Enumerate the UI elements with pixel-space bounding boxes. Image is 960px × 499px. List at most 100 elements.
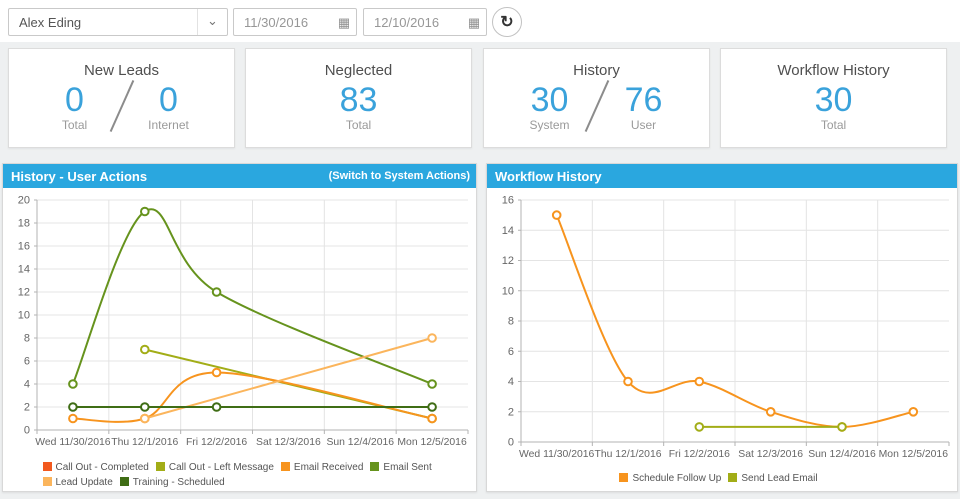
calendar-icon[interactable]: ▦ (337, 14, 351, 30)
legend-label: Send Lead Email (741, 473, 818, 484)
svg-text:14: 14 (502, 225, 514, 237)
stat-number: 0 (65, 81, 84, 119)
legend-swatch-icon (119, 477, 129, 486)
legend-label: Email Sent (383, 462, 432, 473)
legend-swatch-icon (155, 462, 165, 471)
stat-label: Total (61, 118, 88, 132)
stat-label: Internet (148, 118, 189, 132)
calendar-icon[interactable]: ▦ (467, 14, 481, 30)
stat-label: Total (345, 118, 372, 132)
svg-text:20: 20 (18, 195, 30, 207)
svg-text:Fri 12/2/2016: Fri 12/2/2016 (186, 437, 247, 448)
stat-number: 30 (814, 81, 853, 119)
legend-item[interactable]: Email Received (280, 460, 364, 475)
start-date-input[interactable] (234, 13, 332, 31)
svg-text:Sun 12/4/2016: Sun 12/4/2016 (326, 437, 394, 448)
svg-text:10: 10 (502, 285, 514, 297)
card-title: New Leads (83, 62, 160, 79)
panel-header: History - User Actions (Switch to System… (3, 164, 476, 188)
svg-text:18: 18 (18, 218, 30, 230)
svg-text:Thu 12/1/2016: Thu 12/1/2016 (594, 449, 661, 460)
legend-swatch-icon (42, 477, 52, 486)
stat-number: 76 (624, 81, 663, 119)
stat-number: 30 (530, 81, 569, 119)
legend-swatch-icon (619, 473, 629, 482)
user-actions-chart: 0 2 4 6 8 10 12 14 16 18 20 Wed 11/30/2016 Thu 12/1/… (18, 195, 469, 448)
svg-text:Fri 12/2/2016: Fri 12/2/2016 (669, 449, 730, 460)
legend-item[interactable]: Schedule Follow Up (619, 471, 721, 486)
start-date-field: ▦ (233, 8, 357, 36)
stat-number: 83 (339, 81, 378, 119)
panel-title: History - User Actions (11, 168, 148, 184)
card-workflow-history: Workflow History 30 Total (720, 48, 947, 148)
svg-text:6: 6 (24, 356, 30, 368)
slash-divider (584, 80, 609, 132)
svg-text:12: 12 (18, 287, 30, 299)
legend-item[interactable]: Call Out - Left Message (155, 460, 274, 475)
legend-item[interactable]: Call Out - Completed (42, 460, 149, 475)
user-select-value: Alex Eding (19, 14, 82, 30)
card-new-leads: New Leads 0 Total 0 Internet (8, 48, 235, 148)
svg-text:6: 6 (508, 346, 514, 358)
toolbar: Alex Eding ⌄ ▦ ▦ ↻ (0, 0, 960, 42)
refresh-icon: ↻ (500, 14, 514, 31)
svg-text:8: 8 (24, 333, 30, 345)
svg-text:12: 12 (502, 255, 514, 267)
svg-text:4: 4 (508, 376, 514, 388)
legend-label: Training - Scheduled (132, 477, 225, 488)
legend-item[interactable]: Lead Update (42, 475, 113, 490)
user-select[interactable]: Alex Eding ⌄ (8, 8, 228, 36)
end-date-input[interactable] (364, 13, 462, 31)
svg-text:Sat 12/3/2016: Sat 12/3/2016 (738, 449, 803, 460)
legend-item[interactable]: Training - Scheduled (119, 475, 225, 490)
legend-swatch-icon (728, 473, 738, 482)
svg-text:16: 16 (18, 241, 30, 253)
legend-item[interactable]: Email Sent (370, 460, 432, 475)
card-values: 0 Total 0 Internet (9, 80, 234, 134)
svg-text:0: 0 (508, 437, 514, 449)
svg-text:0: 0 (24, 425, 30, 437)
legend-label: Lead Update (55, 477, 113, 488)
legend-swatch-icon (42, 462, 52, 471)
legend-label: Schedule Follow Up (632, 473, 722, 484)
stat-label: System (529, 118, 570, 132)
chevron-down-icon: ⌄ (197, 9, 227, 35)
svg-text:2: 2 (24, 402, 30, 414)
card-values: 30 Total (721, 82, 946, 132)
svg-text:Sun 12/4/2016: Sun 12/4/2016 (808, 449, 876, 460)
chart-legend: Schedule Follow Up Send Lead Email (487, 471, 957, 486)
legend-item[interactable]: Send Lead Email (728, 471, 818, 486)
svg-text:4: 4 (24, 379, 30, 391)
stat-number: 0 (159, 81, 178, 119)
card-values: 83 Total (246, 82, 471, 132)
panel-header: Workflow History (487, 164, 957, 188)
svg-text:8: 8 (508, 316, 514, 328)
svg-text:2: 2 (508, 406, 514, 418)
legend-label: Call Out - Completed (55, 462, 149, 473)
switch-actions-link[interactable]: (Switch to System Actions) (328, 170, 470, 182)
svg-text:Wed 11/30/2016: Wed 11/30/2016 (35, 437, 111, 448)
chart-legend: Call Out - Completed Call Out - Left Mess… (7, 460, 473, 490)
legend-label: Email Received (293, 462, 364, 473)
svg-text:Wed 11/30/2016: Wed 11/30/2016 (519, 449, 595, 460)
legend-swatch-icon (280, 462, 290, 471)
svg-text:Mon 12/5/2016: Mon 12/5/2016 (397, 437, 467, 448)
panel-workflow-history: Workflow History 0 2 4 6 8 10 12 14 16 Wed 11/30/… (486, 163, 958, 492)
legend-swatch-icon (370, 462, 380, 471)
svg-text:16: 16 (502, 195, 514, 207)
stat-label: User (630, 118, 657, 132)
end-date-field: ▦ (363, 8, 487, 36)
panel-user-actions: History - User Actions (Switch to System… (2, 163, 477, 492)
card-history: History 30 System 76 User (483, 48, 710, 148)
card-title: History (573, 62, 620, 79)
svg-text:10: 10 (18, 310, 30, 322)
refresh-button[interactable]: ↻ (492, 7, 522, 37)
card-neglected: Neglected 83 Total (245, 48, 472, 148)
panel-title: Workflow History (495, 168, 602, 184)
workflow-history-chart: 0 2 4 6 8 10 12 14 16 Wed 11/30/2016 Thu 12/1/2016… (502, 195, 950, 460)
card-title: Neglected (324, 62, 393, 79)
svg-text:Thu 12/1/2016: Thu 12/1/2016 (111, 437, 178, 448)
svg-text:14: 14 (18, 264, 30, 276)
svg-text:Mon 12/5/2016: Mon 12/5/2016 (879, 449, 949, 460)
legend-label: Call Out - Left Message (168, 462, 274, 473)
